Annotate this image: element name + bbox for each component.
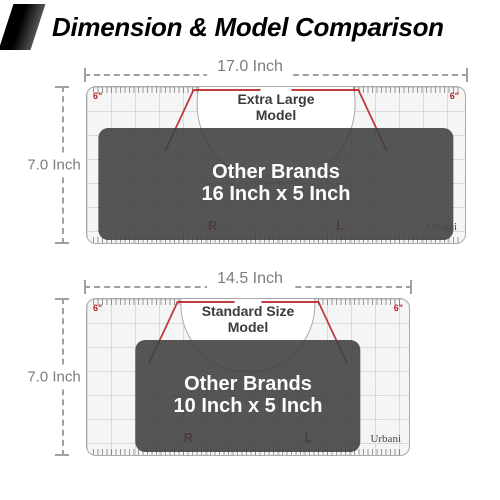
height-dimension-line: 7.0 Inch [22,298,76,456]
overlay-title: Other Brands [212,161,340,183]
height-label: 7.0 Inch [27,153,80,178]
other-brands-overlay: Other Brands 16 Inch x 5 Inch [98,128,453,240]
scale-num-right: 6" [394,303,403,313]
brand-mark: Urbani [426,221,457,233]
brand-mark: Urbani [370,433,401,445]
width-dimension-line: 17.0 Inch [22,62,478,86]
title-bar: Dimension & Model Comparison [0,0,500,54]
height-dimension-line: 7.0 Inch [22,86,76,244]
width-label: 17.0 Inch [207,58,293,76]
overlay-title: Other Brands [184,373,312,395]
panel-standard: 14.5 Inch 7.0 Inch 6" 6" R L Standard Si… [22,274,478,456]
model-label: Standard Size Model [188,303,308,335]
scale-num-left: 6" [93,303,102,313]
comparison-container: 17.0 Inch 7.0 Inch 6" 6" R L Extra Large… [0,54,500,456]
width-label: 14.5 Inch [207,270,293,288]
height-label: 7.0 Inch [27,365,80,390]
width-dimension-line: 14.5 Inch [22,274,478,298]
scale-num-left: 6" [93,91,102,101]
ruler-extra-large: 6" 6" R L Extra Large Model Other Brands… [86,86,466,244]
other-brands-overlay: Other Brands 10 Inch x 5 Inch [135,340,360,452]
model-label: Extra Large Model [216,91,336,123]
panel-extra-large: 17.0 Inch 7.0 Inch 6" 6" R L Extra Large… [22,62,478,244]
ruler-standard: 6" 6" R L Standard Size Model Other Bran… [86,298,410,456]
overlay-dimensions: 16 Inch x 5 Inch [202,183,351,206]
page-title: Dimension & Model Comparison [52,12,444,43]
scale-num-right: 6" [450,91,459,101]
overlay-dimensions: 10 Inch x 5 Inch [174,395,323,418]
title-accent-shape [0,4,45,50]
